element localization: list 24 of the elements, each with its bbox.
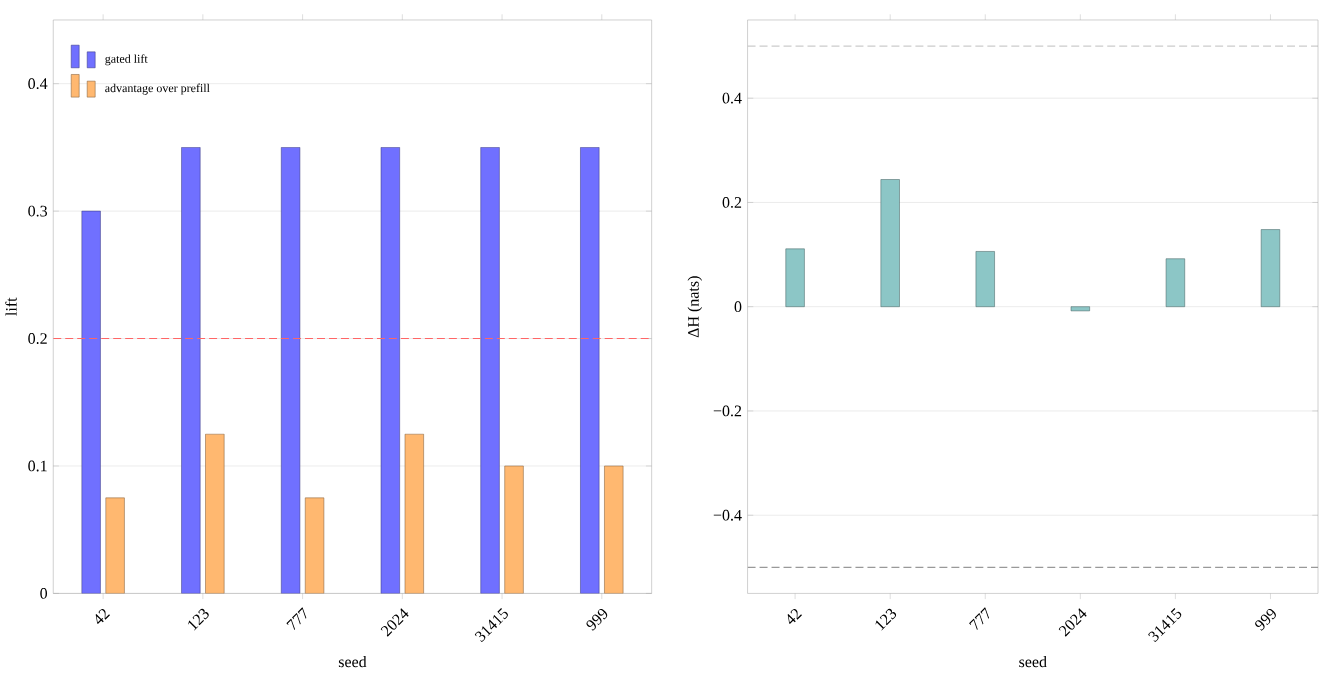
y-tick-label: 0.2 xyxy=(28,332,47,344)
y-tick-label: −0.2 xyxy=(713,405,742,417)
y-tick-label: 0.2 xyxy=(722,196,742,208)
y-tick-label: 0.1 xyxy=(28,460,47,472)
x-tick-label: 42 xyxy=(787,608,802,624)
y-axis-title: lift xyxy=(5,297,17,316)
y-tick-label: 0.4 xyxy=(722,92,742,104)
legend-label: gated lift xyxy=(105,54,148,66)
x-tick-label: 42 xyxy=(95,608,110,624)
x-tick-label: 999 xyxy=(1255,608,1276,631)
x-tick-label: 123 xyxy=(875,608,897,631)
y-tick-label: 0.3 xyxy=(28,205,48,217)
x-axis-title: seed xyxy=(1019,655,1047,668)
x-tick-label: 777 xyxy=(969,607,990,630)
legend-label: advantage over prefill xyxy=(105,83,210,95)
x-tick-label: 123 xyxy=(188,608,209,631)
y-tick-label: 0 xyxy=(40,587,48,599)
y-axis-title: ΔH (nats) xyxy=(687,276,703,338)
x-tick-label: 999 xyxy=(586,608,608,631)
y-tick-label: 0.4 xyxy=(28,78,48,89)
x-axis-title: seed xyxy=(338,655,367,668)
x-tick-label: 777 xyxy=(286,607,307,630)
y-tick-label: −0.4 xyxy=(713,509,742,521)
y-tick-label: 0 xyxy=(734,301,742,312)
